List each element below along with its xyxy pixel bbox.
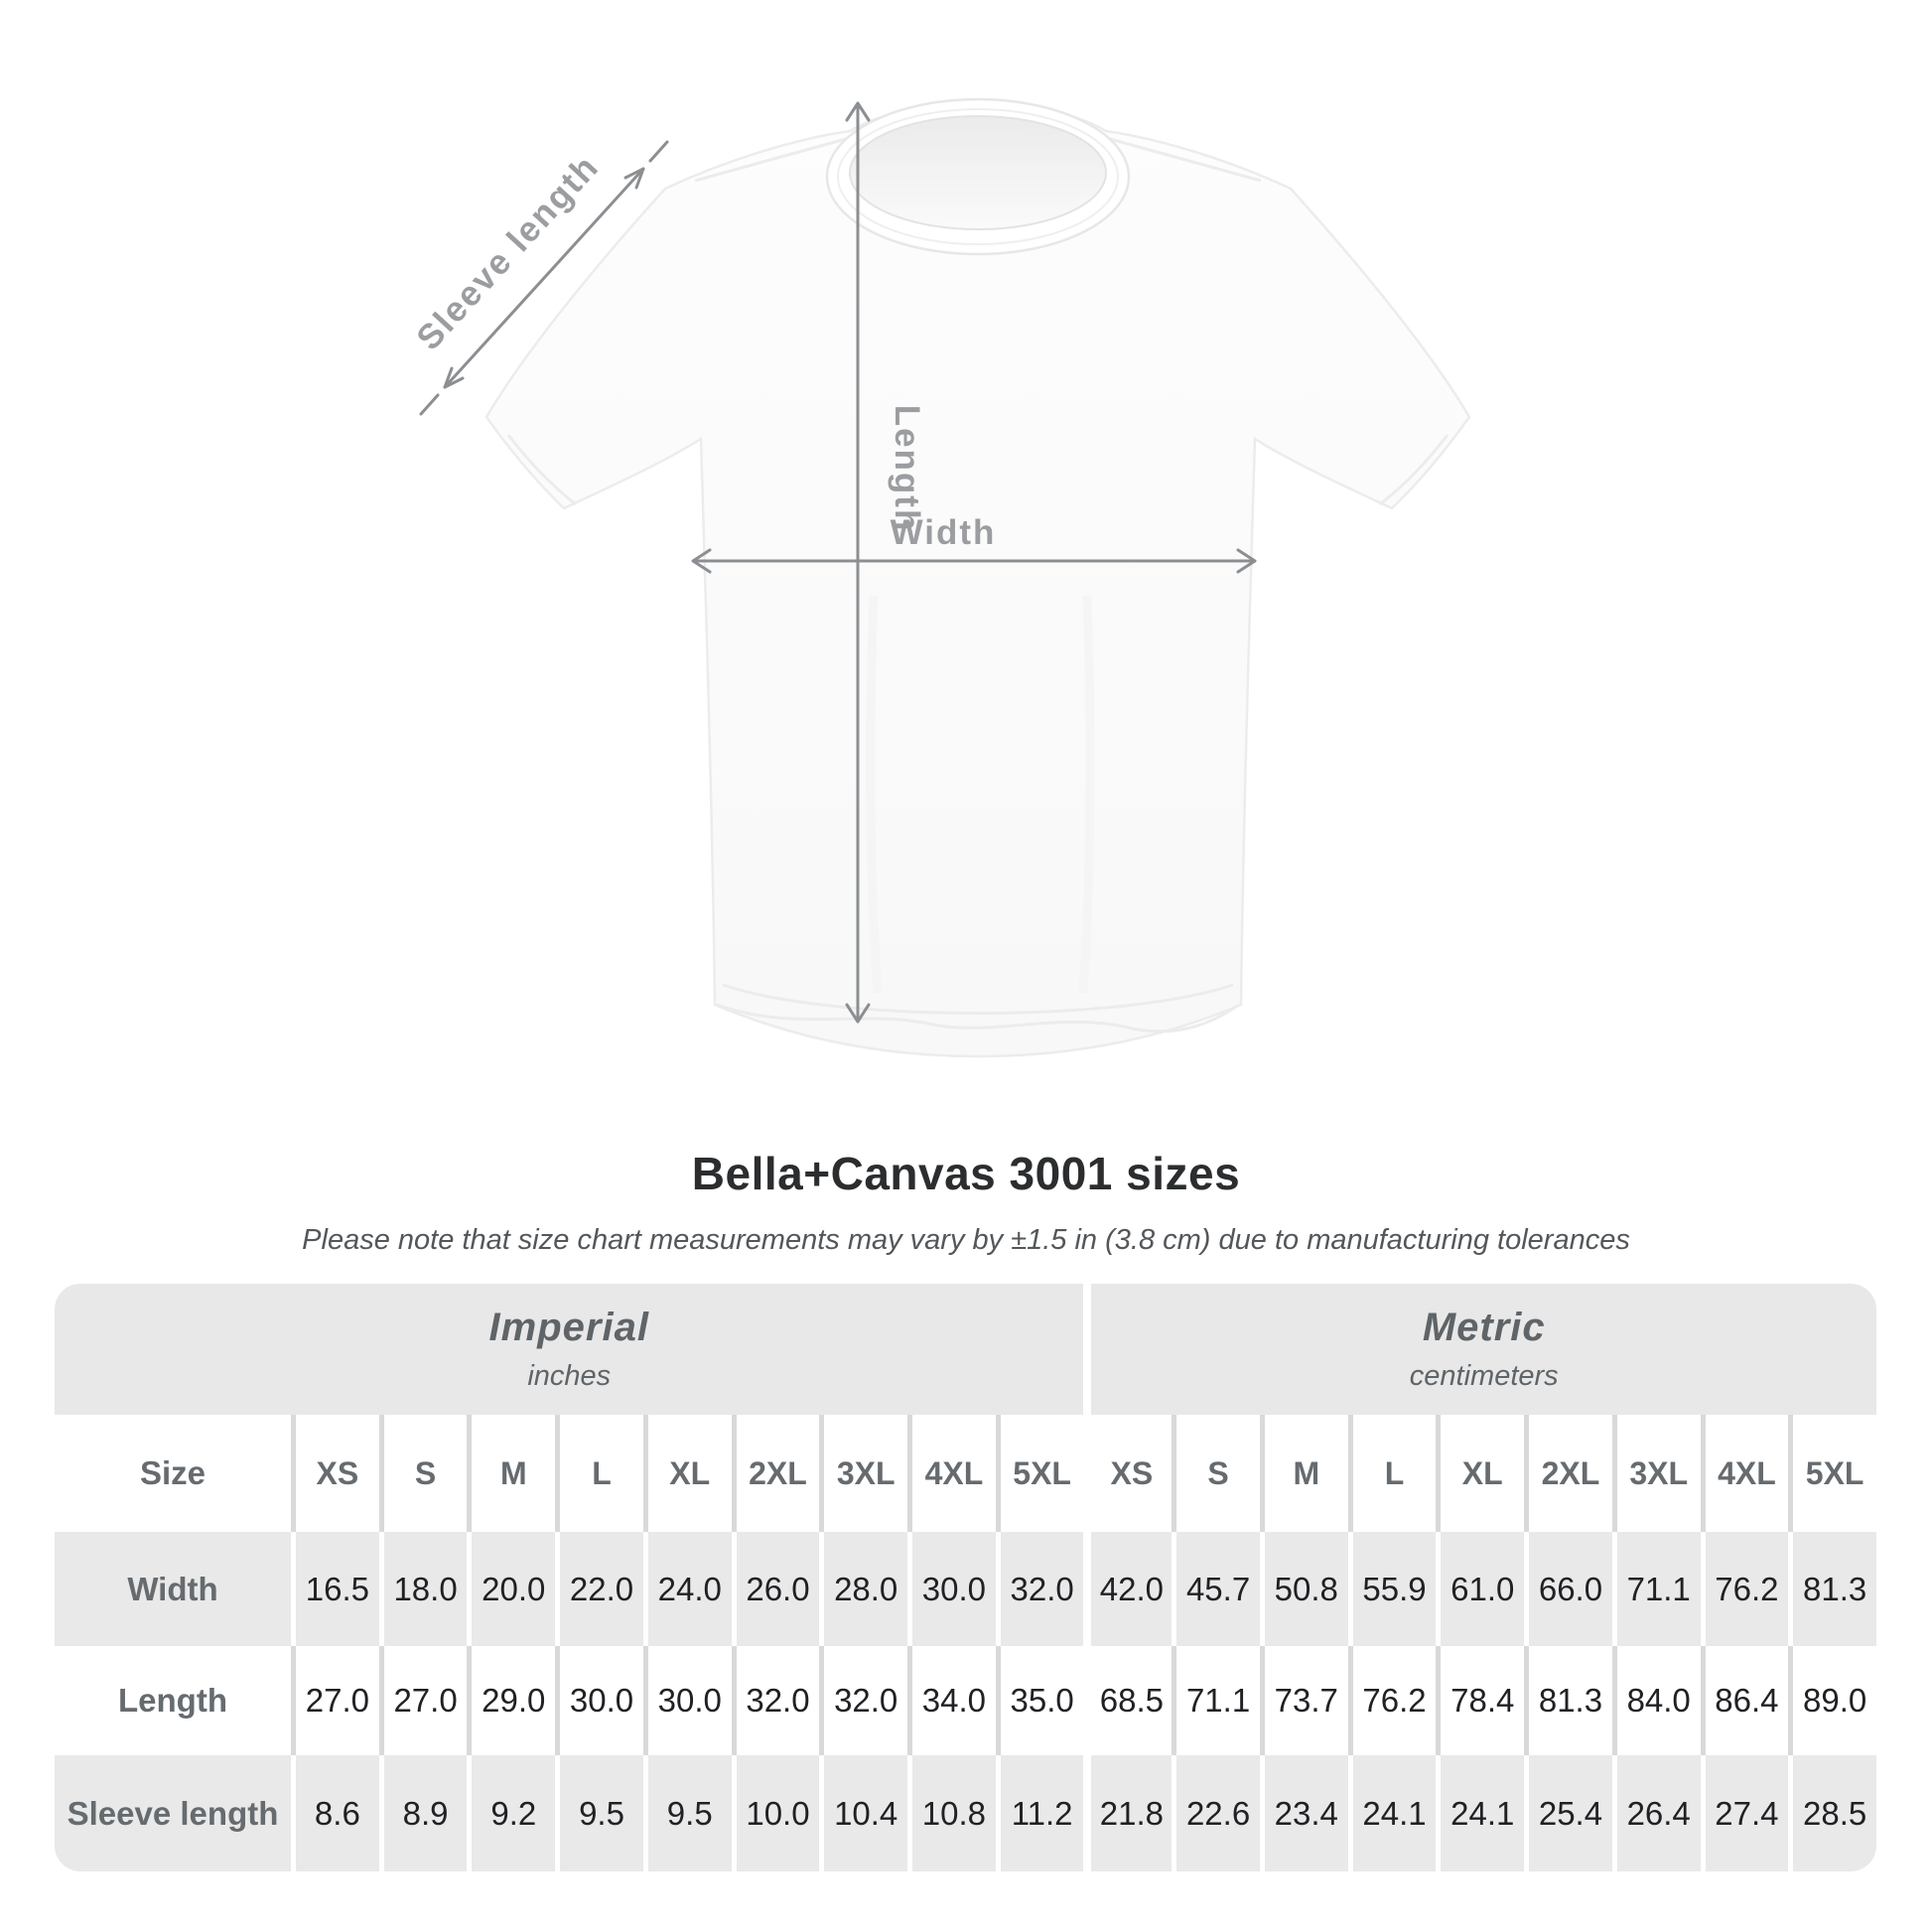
shoulder-seam-right bbox=[1109, 137, 1262, 183]
sleeve-length-value-cell: 9.5 bbox=[555, 1755, 643, 1871]
length-value-cell: 30.0 bbox=[642, 1646, 732, 1755]
size-table: Imperial inches Metric centimeters Size … bbox=[55, 1284, 1876, 1871]
width-value-cell: 26.0 bbox=[731, 1532, 820, 1646]
sleeve-length-value-cell: 21.8 bbox=[1083, 1755, 1173, 1871]
size-column-header: 5XL bbox=[1788, 1415, 1876, 1532]
tshirt-measurement-diagram: Length Width Sleeve length bbox=[409, 97, 1471, 1058]
size-column-header: S bbox=[1172, 1415, 1260, 1532]
width-value-cell: 45.7 bbox=[1172, 1532, 1260, 1646]
width-label: Width bbox=[891, 513, 997, 552]
sleeve-length-value-cell: 28.5 bbox=[1788, 1755, 1876, 1871]
sleeve-length-value-cell: 10.8 bbox=[907, 1755, 996, 1871]
sleeve-length-value-cell: 9.2 bbox=[467, 1755, 556, 1871]
bottom-hem-stitch bbox=[722, 983, 1234, 1015]
size-column-header: 5XL bbox=[995, 1415, 1084, 1532]
sleeve-hem-right bbox=[1379, 434, 1449, 506]
width-value-cell: 55.9 bbox=[1347, 1532, 1437, 1646]
size-column-header: L bbox=[1347, 1415, 1437, 1532]
width-value-cell: 28.0 bbox=[819, 1532, 908, 1646]
size-column-header: 3XL bbox=[819, 1415, 907, 1532]
width-value-cell: 32.0 bbox=[995, 1532, 1084, 1646]
sleeve-length-value-cell: 24.1 bbox=[1347, 1755, 1437, 1871]
tolerance-note: Please note that size chart measurements… bbox=[302, 1224, 1630, 1256]
sleeve-length-value-cell: 27.4 bbox=[1700, 1755, 1789, 1871]
sleeve-length-value-cell: 8.6 bbox=[291, 1755, 379, 1871]
width-value-cell: 76.2 bbox=[1700, 1532, 1789, 1646]
size-column-header: 4XL bbox=[907, 1415, 996, 1532]
width-value-cell: 22.0 bbox=[555, 1532, 643, 1646]
metric-title: Metric bbox=[1422, 1306, 1546, 1349]
length-value-cell: 68.5 bbox=[1083, 1646, 1172, 1755]
size-column-header: 2XL bbox=[1524, 1415, 1612, 1532]
width-value-cell: 61.0 bbox=[1436, 1532, 1525, 1646]
width-value-cell: 18.0 bbox=[378, 1532, 468, 1646]
bottom-hem-wave bbox=[716, 1003, 1240, 1034]
width-arrow: Width bbox=[691, 513, 1257, 574]
size-column-header: XS bbox=[1083, 1415, 1172, 1532]
tshirt-graphic bbox=[484, 97, 1471, 1058]
row-label-sleeve-length: Sleeve length bbox=[55, 1755, 291, 1871]
sleeve-length-value-cell: 10.4 bbox=[819, 1755, 908, 1871]
size-column-header: 3XL bbox=[1611, 1415, 1701, 1532]
width-value-cell: 24.0 bbox=[642, 1532, 732, 1646]
width-value-cell: 81.3 bbox=[1788, 1532, 1876, 1646]
size-column-header: 2XL bbox=[731, 1415, 820, 1532]
imperial-unit: inches bbox=[527, 1360, 612, 1392]
length-value-cell: 78.4 bbox=[1436, 1646, 1524, 1755]
length-value-cell: 34.0 bbox=[907, 1646, 996, 1755]
collar-neck-hole bbox=[849, 115, 1107, 230]
metric-section-header: Metric centimeters bbox=[1083, 1284, 1876, 1415]
sleeve-length-value-cell: 22.6 bbox=[1172, 1755, 1260, 1871]
width-value-cell: 20.0 bbox=[467, 1532, 556, 1646]
shoulder-seam-left bbox=[694, 137, 847, 183]
length-value-cell: 30.0 bbox=[555, 1646, 643, 1755]
sleeve-length-value-cell: 24.1 bbox=[1436, 1755, 1525, 1871]
width-value-cell: 16.5 bbox=[291, 1532, 379, 1646]
length-value-cell: 32.0 bbox=[731, 1646, 820, 1755]
length-value-cell: 35.0 bbox=[995, 1646, 1084, 1755]
sleeve-length-value-cell: 9.5 bbox=[642, 1755, 732, 1871]
width-value-cell: 50.8 bbox=[1259, 1532, 1348, 1646]
size-column-header: XS bbox=[291, 1415, 379, 1532]
sleeve-hem-left bbox=[506, 434, 577, 506]
page-title: Bella+Canvas 3001 sizes bbox=[691, 1148, 1241, 1199]
sleeve-length-value-cell: 26.4 bbox=[1611, 1755, 1701, 1871]
length-value-cell: 73.7 bbox=[1259, 1646, 1348, 1755]
size-column-header: S bbox=[378, 1415, 468, 1532]
size-column-header: XL bbox=[1436, 1415, 1524, 1532]
sleeve-length-value-cell: 25.4 bbox=[1524, 1755, 1612, 1871]
width-value-cell: 30.0 bbox=[907, 1532, 996, 1646]
length-value-cell: 27.0 bbox=[291, 1646, 379, 1755]
sleeve-length-value-cell: 23.4 bbox=[1259, 1755, 1348, 1871]
size-column-header: M bbox=[467, 1415, 555, 1532]
length-value-cell: 89.0 bbox=[1788, 1646, 1876, 1755]
size-column-header: L bbox=[555, 1415, 643, 1532]
row-label-width: Width bbox=[55, 1532, 291, 1646]
tshirt-body bbox=[484, 102, 1471, 1058]
width-value-cell: 71.1 bbox=[1611, 1532, 1701, 1646]
length-label: Length bbox=[888, 405, 926, 533]
size-header-label: Size bbox=[139, 1454, 207, 1491]
metric-unit: centimeters bbox=[1409, 1360, 1559, 1392]
width-value-cell: 66.0 bbox=[1524, 1532, 1612, 1646]
width-value-cell: 42.0 bbox=[1083, 1532, 1173, 1646]
length-value-cell: 27.0 bbox=[378, 1646, 468, 1755]
length-value-cell: 86.4 bbox=[1700, 1646, 1789, 1755]
row-label-length: Length bbox=[118, 1682, 227, 1719]
length-value-cell: 76.2 bbox=[1347, 1646, 1437, 1755]
length-value-cell: 29.0 bbox=[467, 1646, 555, 1755]
length-value-cell: 32.0 bbox=[819, 1646, 907, 1755]
size-column-header: M bbox=[1259, 1415, 1348, 1532]
sleeve-length-value-cell: 10.0 bbox=[731, 1755, 820, 1871]
collar-stitch bbox=[837, 108, 1119, 245]
sleeve-length-value-cell: 8.9 bbox=[378, 1755, 468, 1871]
size-column-header: XL bbox=[642, 1415, 732, 1532]
imperial-title: Imperial bbox=[488, 1306, 649, 1349]
sleeve-length-value-cell: 11.2 bbox=[995, 1755, 1084, 1871]
length-value-cell: 81.3 bbox=[1524, 1646, 1612, 1755]
imperial-section-header: Imperial inches bbox=[55, 1284, 1084, 1415]
size-column-header: 4XL bbox=[1700, 1415, 1789, 1532]
length-value-cell: 71.1 bbox=[1172, 1646, 1260, 1755]
length-value-cell: 84.0 bbox=[1611, 1646, 1701, 1755]
